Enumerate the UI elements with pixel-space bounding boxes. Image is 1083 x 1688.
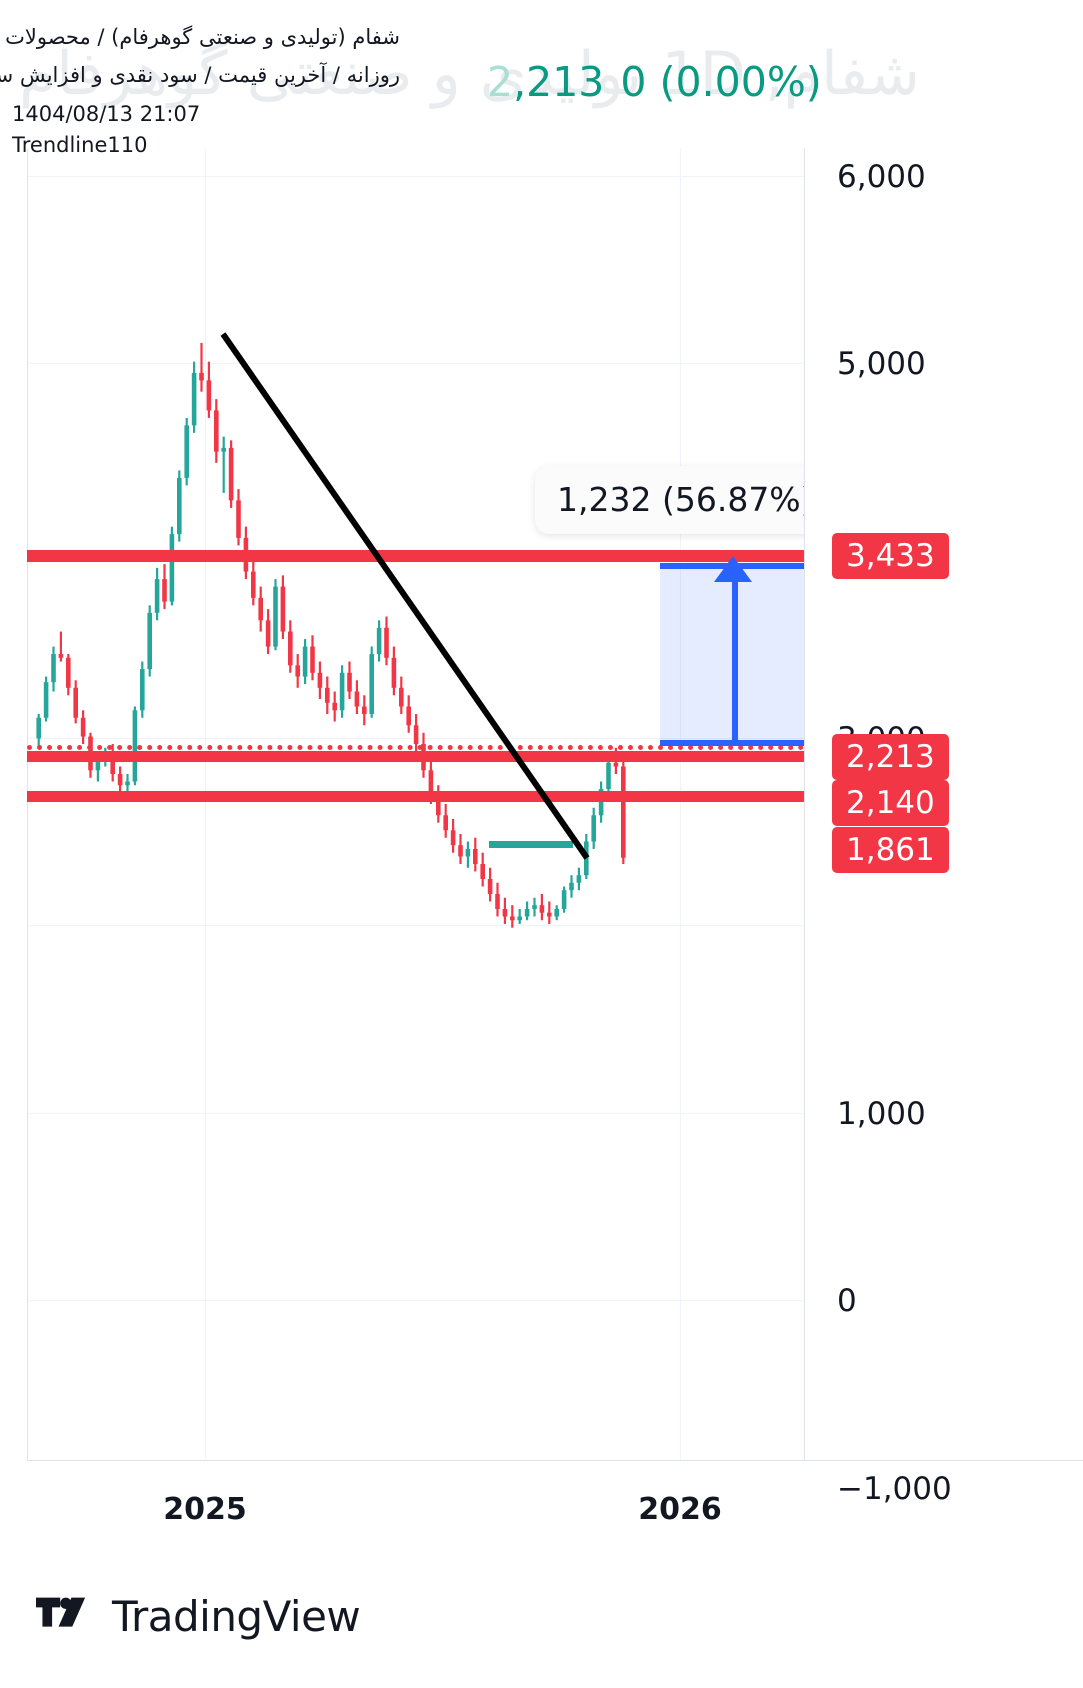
chart-datetime: 1404/08/13 21:07 (12, 102, 201, 126)
change-percent: (0.00%) (659, 58, 822, 106)
plot-left-border (27, 148, 28, 1460)
gridline-2026 (680, 148, 681, 1460)
gridline-0 (27, 1300, 804, 1301)
gridline-1000 (27, 1113, 804, 1114)
change-absolute: 0 (620, 58, 647, 106)
resistance-line-3433[interactable] (27, 550, 804, 562)
last-price-value: ,213 (513, 58, 605, 106)
last-price-prefix: 2 (487, 58, 514, 106)
symbol-description: روزانه / آخرین قیمت / سود نقدی و افزایش … (0, 63, 400, 87)
ytick-0: 0 (837, 1283, 857, 1319)
last-price-quote: 2,213 0 (0.00%) (487, 58, 822, 106)
tradingview-logo-text: TradingView (112, 1592, 361, 1641)
chart-header: شفام (تولیدی و صنعتی گوهرفام) / محصولات … (0, 0, 1083, 157)
price-tag-1861[interactable]: 1,861 (832, 827, 949, 873)
ytick-neg1000: −1,000 (837, 1471, 952, 1507)
long-position-arrow-shaft (732, 576, 738, 746)
tradingview-logo[interactable]: TradingView (36, 1592, 361, 1641)
drawing-label[interactable]: Trendline110 (12, 133, 148, 157)
plot-area[interactable]: 1,232 (56.87%) (27, 148, 804, 1460)
gridline-2025 (205, 148, 206, 1460)
gridline-6000 (27, 176, 804, 177)
price-tag-2213[interactable]: 2,213 (832, 734, 949, 780)
long-position-arrow-head (714, 556, 752, 582)
position-profit-tooltip: 1,232 (56.87%) (535, 466, 804, 534)
ytick-6000: 6,000 (837, 159, 926, 195)
price-scale[interactable]: 6,000 5,000 4,000 3,000 1,000 0 −1,000 3… (804, 148, 1083, 1506)
chart-pane[interactable]: 1,232 (56.87%) 6,000 5,000 4,000 3,000 1… (27, 148, 1083, 1506)
ytick-1000: 1,000 (837, 1096, 926, 1132)
price-line-2213[interactable] (27, 751, 804, 762)
tradingview-logo-icon (36, 1597, 86, 1627)
support-marker-line[interactable] (489, 841, 573, 848)
support-line-2140[interactable] (27, 791, 804, 802)
price-tag-2140[interactable]: 2,140 (832, 780, 949, 826)
xtick-2026: 2026 (638, 1492, 722, 1527)
xtick-2025: 2025 (163, 1492, 247, 1527)
symbol-title[interactable]: شفام (تولیدی و صنعتی گوهرفام) / محصولات … (0, 25, 400, 49)
candlestick-series (36, 342, 626, 928)
ytick-5000: 5,000 (837, 346, 926, 382)
plot-bottom-border (27, 1460, 1083, 1461)
price-scale-divider (804, 148, 805, 1460)
price-tag-3433[interactable]: 3,433 (832, 533, 949, 579)
gridline-2000 (27, 925, 804, 926)
